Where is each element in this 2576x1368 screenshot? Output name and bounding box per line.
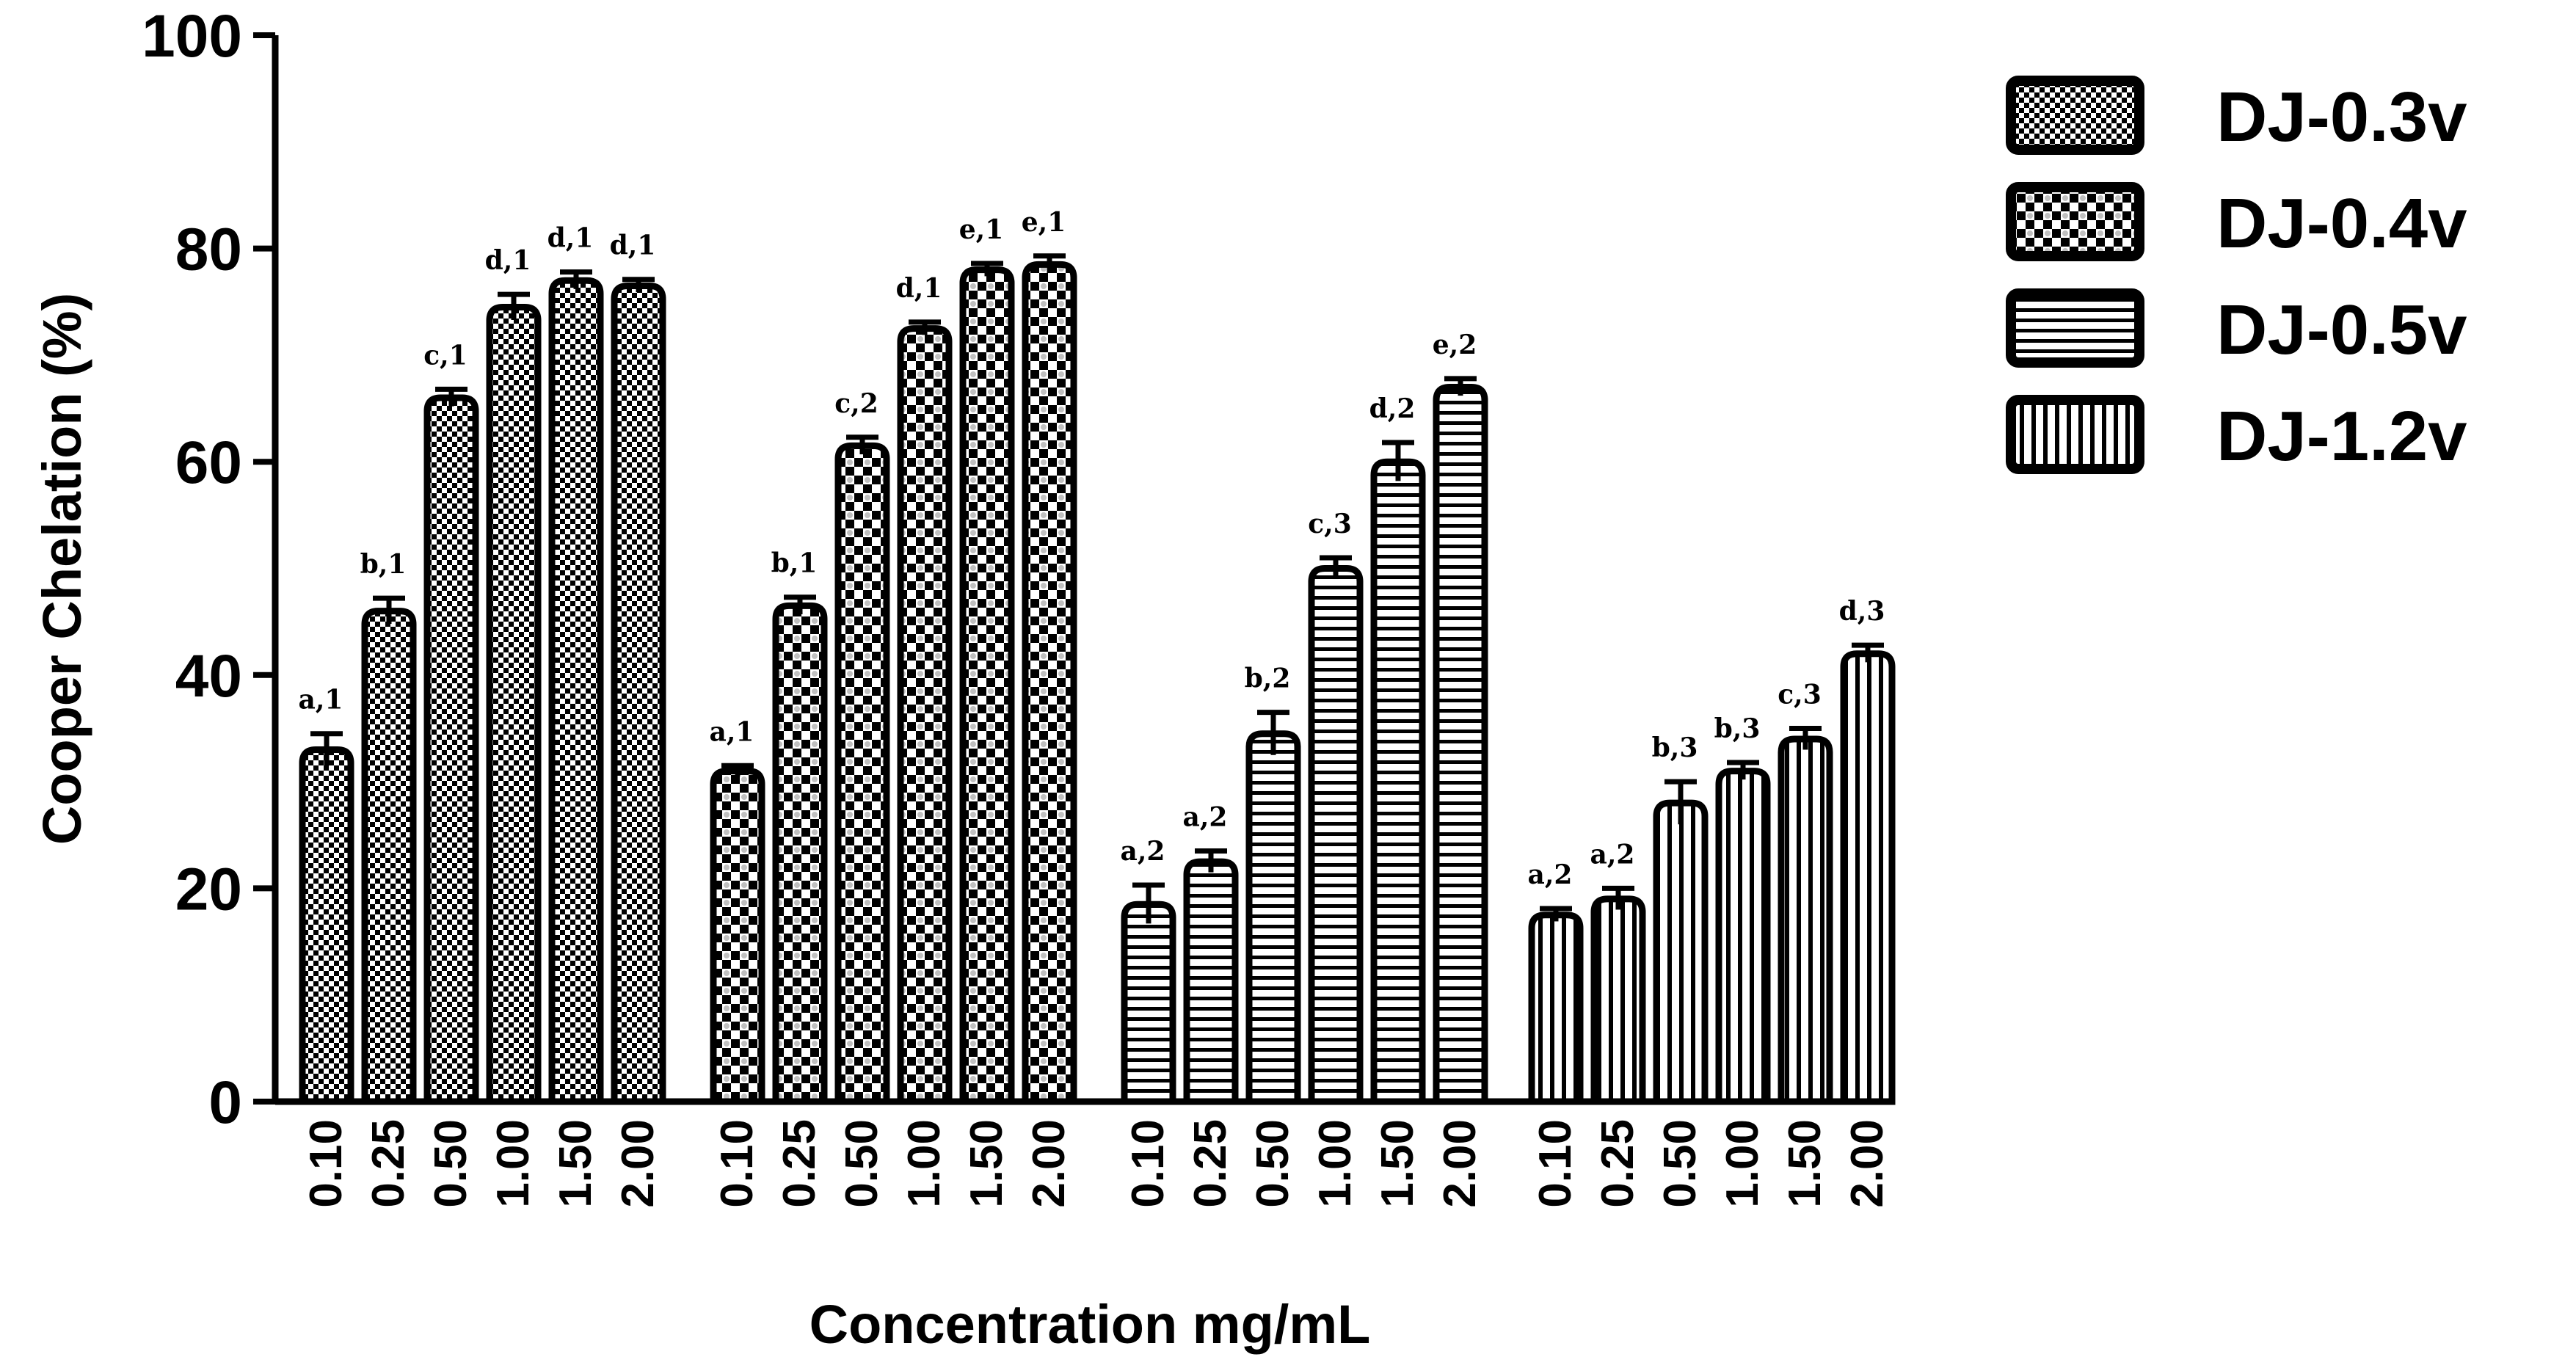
x-tick-label: 0.10 (1123, 1119, 1174, 1208)
bar-significance-label: a,2 (1590, 839, 1635, 870)
x-tick-label: 1.50 (1780, 1119, 1830, 1208)
legend-swatch (2006, 182, 2144, 261)
bar-significance-label: a,1 (299, 685, 343, 716)
y-tick-label: 40 (175, 643, 242, 710)
bar-significance-label: d,1 (896, 273, 942, 304)
bar (299, 746, 354, 1105)
x-tick-label: 0.10 (712, 1119, 763, 1208)
bar (1715, 768, 1771, 1105)
bar (548, 277, 604, 1105)
bar (423, 394, 479, 1105)
x-tick-label: 0.25 (363, 1119, 414, 1208)
bar-significance-label: c,1 (423, 340, 467, 371)
y-tick-label: 60 (175, 429, 242, 496)
x-tick-label: 1.00 (488, 1119, 539, 1208)
bar (959, 266, 1015, 1105)
bar (1121, 901, 1176, 1105)
bar-significance-label: b,3 (1652, 732, 1698, 763)
bar (834, 442, 890, 1105)
x-tick-label: 0.50 (837, 1119, 887, 1208)
y-tick-label: 20 (175, 856, 242, 923)
x-tick-label: 1.50 (961, 1119, 1012, 1208)
x-tick-label: 2.00 (1435, 1119, 1485, 1208)
bar (361, 608, 417, 1105)
bar-significance-label: a,2 (1528, 859, 1573, 890)
x-tick-label: 0.10 (301, 1119, 352, 1208)
bar (1370, 458, 1426, 1105)
y-axis-title: Cooper Chelation (%) (32, 293, 92, 845)
x-tick-label: 1.50 (550, 1119, 601, 1208)
bar (1590, 895, 1646, 1105)
x-tick-label: 1.50 (1372, 1119, 1423, 1208)
x-tick-label: 0.10 (1530, 1119, 1581, 1208)
bar-significance-label: d,1 (610, 230, 656, 261)
x-tick-label: 2.00 (613, 1119, 663, 1208)
bar (1778, 735, 1833, 1105)
bar-significance-label: d,3 (1839, 596, 1885, 627)
x-tick-label: 1.00 (899, 1119, 950, 1208)
bar (1245, 730, 1301, 1105)
legend-label: DJ-0.5v (2216, 291, 2467, 369)
bar-significance-label: b,3 (1714, 713, 1761, 744)
bar (710, 768, 765, 1105)
legend-swatch (2006, 76, 2144, 155)
x-tick-label: 0.25 (1593, 1119, 1643, 1208)
bar-significance-label: a,2 (1183, 802, 1228, 833)
bar-significance-label: e,1 (959, 214, 1004, 245)
x-tick-label: 2.00 (1024, 1119, 1074, 1208)
bar (1022, 261, 1077, 1105)
bar-significance-label: c,3 (1778, 679, 1822, 710)
bar-significance-label: a,1 (710, 716, 754, 747)
bars: a,1 b,1 c,1 d,1 d,1 d,1 a,1 b,1 c,2 d,1 e,1 e,1 a,2 a… (299, 207, 1896, 1105)
bar (1840, 650, 1896, 1105)
bar (1653, 799, 1709, 1105)
legend: DJ-0.3v DJ-0.4v DJ-0.5v DJ-1.2v (2006, 76, 2467, 476)
y-ticks: 0 20 40 60 80 100 (142, 3, 275, 1136)
bar-significance-label: d,1 (547, 223, 594, 254)
bar (1183, 858, 1239, 1105)
x-tick-label: 1.00 (1310, 1119, 1361, 1208)
bar-significance-label: c,2 (834, 388, 878, 419)
x-tick-label: 0.50 (1655, 1119, 1706, 1208)
y-tick-label: 0 (208, 1069, 242, 1136)
y-tick-label: 100 (142, 3, 242, 70)
legend-label: DJ-1.2v (2216, 397, 2467, 476)
legend-label: DJ-0.4v (2216, 184, 2467, 263)
bar-significance-label: e,1 (1022, 207, 1066, 238)
bar (1433, 383, 1488, 1105)
x-ticks: 0.10 0.25 0.50 1.00 1.50 2.00 0.10 0.25 0.50 1.00… (301, 1119, 1893, 1208)
x-tick-label: 0.25 (774, 1119, 825, 1208)
bar-significance-label: e,2 (1433, 330, 1477, 360)
legend-swatch (2006, 395, 2144, 474)
bar (1308, 565, 1364, 1105)
x-tick-label: 0.50 (1248, 1119, 1298, 1208)
bar-significance-label: a,2 (1121, 836, 1165, 867)
bar-significance-label: b,1 (360, 549, 407, 580)
bar (611, 282, 666, 1105)
legend-swatch (2006, 288, 2144, 368)
bar (897, 325, 953, 1105)
x-axis-title: Concentration mg/mL (809, 1294, 1371, 1355)
bar-significance-label: c,3 (1308, 509, 1352, 539)
bar-significance-label: d,1 (485, 245, 531, 276)
x-tick-label: 1.00 (1717, 1119, 1768, 1208)
x-tick-label: 2.00 (1842, 1119, 1893, 1208)
legend-label: DJ-0.3v (2216, 78, 2467, 156)
bar (486, 304, 542, 1105)
y-tick-label: 80 (175, 217, 242, 283)
bar (772, 602, 828, 1105)
bar-significance-label: b,1 (771, 548, 818, 579)
x-tick-label: 0.25 (1185, 1119, 1236, 1208)
x-tick-label: 0.50 (426, 1119, 476, 1208)
bar-significance-label: b,2 (1245, 663, 1291, 694)
bar (1528, 912, 1584, 1105)
bar-significance-label: d,2 (1369, 393, 1416, 424)
